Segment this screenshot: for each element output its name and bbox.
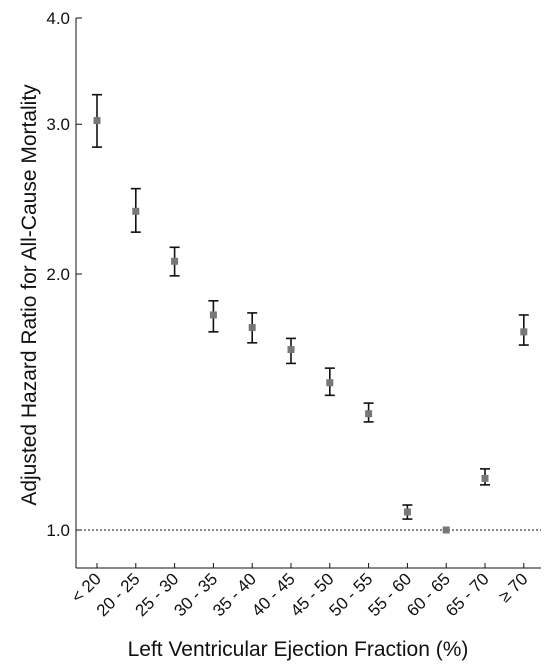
data-point [481,474,489,482]
y-tick-labels: 1.0 2.0 3.0 4.0 [46,9,70,540]
y-tick-label: 1.0 [46,521,70,540]
x-axis-title: Left Ventricular Ejection Fraction (%) [128,638,469,661]
data-point [171,257,179,265]
data-point [442,526,450,534]
data-point [326,379,334,387]
data-points [93,117,528,534]
data-point [520,328,528,336]
data-point [287,346,295,354]
axes [75,17,541,569]
data-point [248,324,256,332]
data-point [93,117,101,125]
x-tick-label: ≥ 70 [495,569,532,606]
y-tick-label: 4.0 [46,9,70,28]
data-point [403,508,411,516]
y-tick-label: 3.0 [46,115,70,134]
y-tick-label: 2.0 [46,265,70,284]
x-tick-label: 65 - 70 [442,569,493,620]
data-point [132,207,140,215]
y-axis-title: Adjusted Hazard Ratio for All-Cause Mort… [18,84,41,506]
data-point [365,410,373,418]
data-point [209,311,217,319]
error-bars [92,93,529,520]
